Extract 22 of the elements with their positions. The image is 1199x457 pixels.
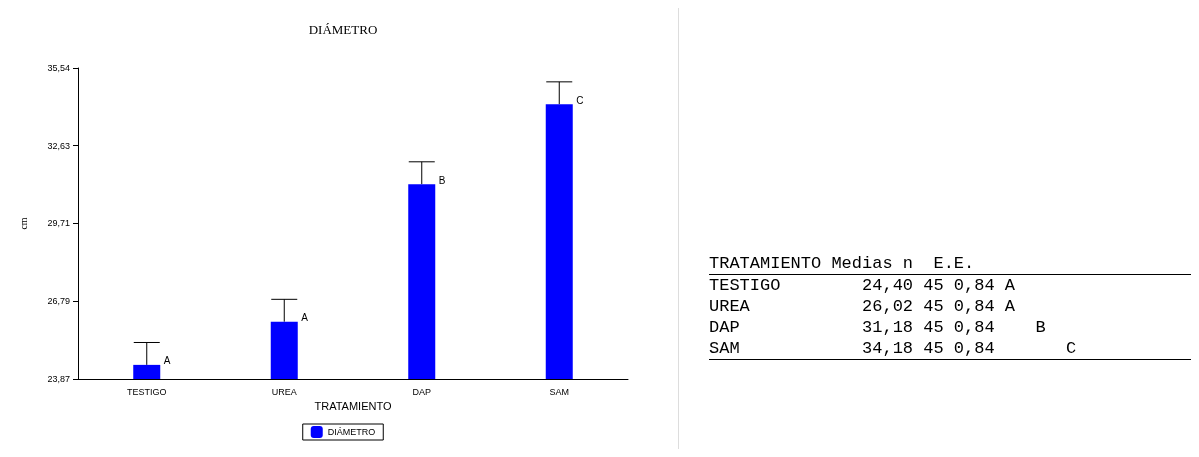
- legend-label: DIÁMETRO: [327, 427, 376, 437]
- y-axis-title: cm: [17, 217, 29, 230]
- y-tick-label: 29,71: [47, 218, 70, 229]
- chart-title: DIÁMETRO: [308, 22, 378, 37]
- text: SAM 34,18 45 0,84 C: [709, 338, 1078, 360]
- y-tick-label: 26,79: [47, 296, 70, 307]
- text: DAP 31,18 45 0,84 B: [709, 317, 1047, 338]
- x-tick-label: TESTIGO: [126, 386, 167, 397]
- x-tick-label: SAM: [549, 386, 570, 397]
- annotation: A: [301, 312, 309, 324]
- y-tick-label: 32,63: [47, 140, 70, 151]
- y-tick-label: 23,87: [47, 374, 70, 384]
- text: UREA 26,02 45 0,84 A: [709, 296, 1017, 317]
- text: TESTIGO 24,40 45 0,84 A: [709, 275, 1017, 296]
- x-tick-label: DAP: [412, 386, 432, 397]
- y-tick-label: 35,54: [47, 63, 70, 73]
- x-axis-title: TRATAMIENTO: [314, 400, 392, 413]
- text: TRATAMIENTO Medias n E.E.: [709, 253, 976, 275]
- x-tick-label: UREA: [271, 386, 297, 397]
- annotation: C: [576, 94, 584, 106]
- annotation: B: [438, 174, 446, 186]
- annotation: A: [163, 355, 171, 367]
